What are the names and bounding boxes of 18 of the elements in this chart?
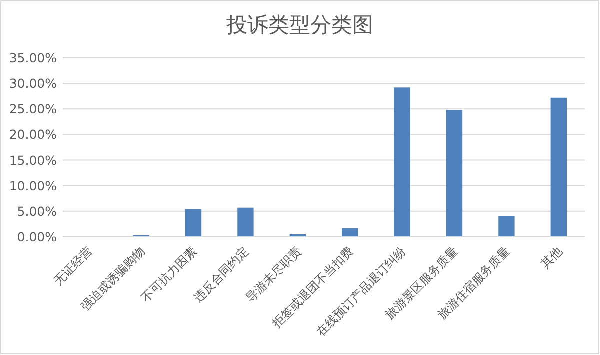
chart-title: 投诉类型分类图	[226, 13, 374, 37]
x-tick-label: 其他	[538, 244, 566, 272]
y-tick-label: 10.00%	[9, 178, 58, 194]
y-tick-label: 25.00%	[9, 102, 58, 117]
y-tick-label: 15.00%	[9, 152, 58, 168]
bar	[185, 209, 202, 237]
y-tick-label: 5.00%	[17, 204, 58, 219]
bar	[342, 228, 358, 237]
y-tick-label: 35.00%	[9, 50, 58, 66]
y-tick-label: 30.00%	[9, 76, 58, 92]
bar	[394, 88, 410, 237]
y-tick-label: 0.00%	[17, 230, 58, 244]
bar	[238, 208, 254, 237]
bar	[446, 110, 463, 237]
bar	[550, 98, 567, 237]
bar	[498, 216, 515, 237]
y-tick-label: 20.00%	[9, 127, 58, 142]
x-tick-label: 无证经营	[51, 244, 96, 288]
